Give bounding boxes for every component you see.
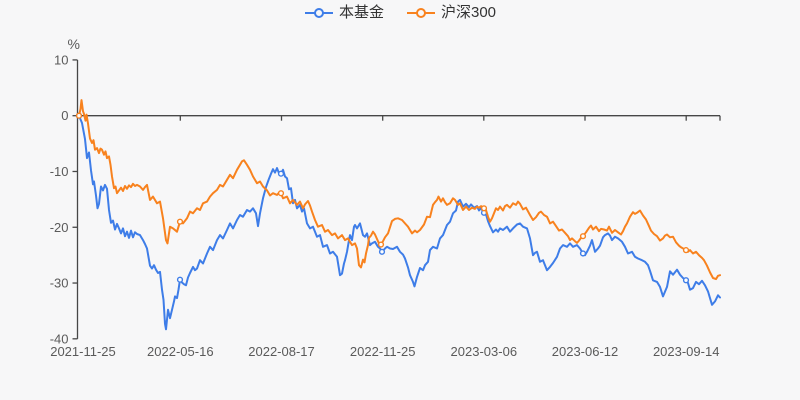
csi300-series-marker-icon bbox=[406, 7, 435, 18]
csi300-data-point-marker bbox=[277, 190, 285, 197]
y-tick-label: 10 bbox=[54, 52, 68, 67]
csi300-data-point-marker bbox=[480, 205, 488, 212]
y-tick-label: -30 bbox=[50, 276, 69, 291]
fund-data-point-marker bbox=[682, 277, 690, 284]
x-tick-label: 2023-06-12 bbox=[552, 344, 619, 359]
x-tick-label: 2023-09-14 bbox=[653, 344, 720, 359]
fund-data-point-marker bbox=[579, 250, 587, 257]
csi300-data-point-marker bbox=[176, 218, 184, 225]
fund-data-point-marker bbox=[277, 170, 285, 177]
fund-data-point-marker bbox=[378, 248, 386, 255]
fund-data-point-marker bbox=[176, 276, 184, 283]
y-tick-label: -20 bbox=[50, 220, 69, 235]
x-tick-label: 2021-11-25 bbox=[50, 344, 116, 359]
legend-item-csi300[interactable]: 沪深300 bbox=[406, 5, 496, 20]
y-tick-label: -40 bbox=[50, 331, 69, 346]
x-tick-label: 2022-08-17 bbox=[248, 344, 315, 359]
fund-series-marker-icon bbox=[304, 7, 333, 18]
y-axis-unit-label: % bbox=[68, 36, 80, 52]
legend-label-fund: 本基金 bbox=[338, 4, 384, 21]
legend-label-csi300: 沪深300 bbox=[440, 4, 497, 21]
fund-series-line bbox=[78, 114, 721, 331]
x-tick-label: 2023-03-06 bbox=[451, 344, 518, 359]
csi300-data-point-marker bbox=[75, 112, 83, 119]
csi300-data-point-marker bbox=[377, 241, 385, 248]
csi300-data-point-marker bbox=[682, 247, 690, 254]
csi300-series-line bbox=[78, 99, 721, 281]
csi300-data-point-marker bbox=[579, 233, 587, 240]
chart-legend: 本基金 沪深300 bbox=[0, 5, 800, 20]
legend-item-fund[interactable]: 本基金 bbox=[304, 5, 384, 20]
x-tick-label: 2022-11-25 bbox=[350, 344, 416, 359]
y-tick-label: -10 bbox=[50, 164, 69, 179]
y-tick-label: 0 bbox=[61, 108, 68, 123]
x-tick-label: 2022-05-16 bbox=[147, 344, 214, 359]
